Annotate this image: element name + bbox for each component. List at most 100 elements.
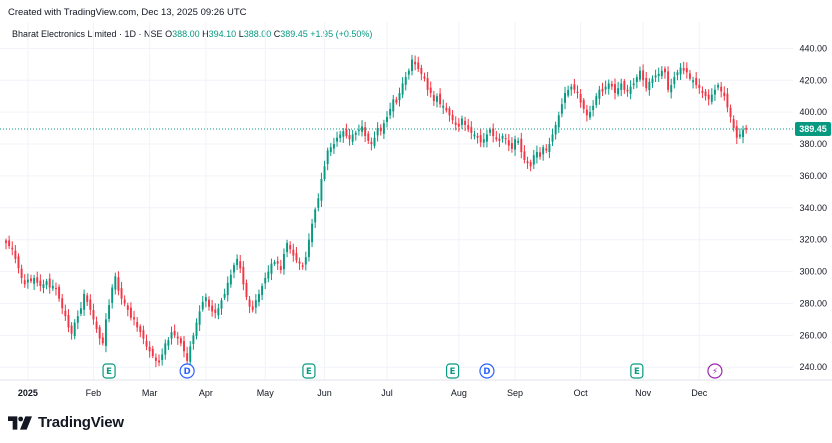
candle-body — [735, 126, 738, 138]
candle-body — [617, 88, 620, 95]
last-price-box — [795, 121, 831, 136]
candle-body — [158, 360, 160, 363]
candle-body — [704, 91, 707, 97]
candle-body — [510, 143, 513, 149]
x-tick-label: Feb — [86, 388, 102, 398]
candle-body — [654, 75, 657, 78]
candle-body — [379, 127, 382, 132]
candle-body — [598, 89, 601, 99]
candle-body — [673, 77, 676, 85]
candle-body — [657, 73, 660, 77]
candle-body — [601, 88, 604, 92]
candle-body — [432, 95, 435, 101]
candle-body — [226, 282, 229, 296]
candle-body — [51, 285, 54, 289]
candle-body — [414, 61, 417, 65]
y-tick-label: 380.00 — [799, 139, 827, 149]
candle-body — [154, 357, 157, 361]
candle-body — [314, 209, 317, 223]
candle-body — [45, 281, 48, 286]
x-tick-label: Nov — [635, 388, 652, 398]
y-tick-label: 360.00 — [799, 171, 827, 181]
candle-body — [14, 250, 17, 259]
candle-body — [720, 86, 723, 92]
earnings-icon — [302, 363, 316, 379]
candle-body — [129, 307, 132, 318]
candle-body — [445, 107, 448, 111]
tradingview-logo[interactable]: TradingView — [8, 414, 124, 431]
x-tick-label: Mar — [142, 388, 158, 398]
candle-body — [607, 83, 610, 89]
event-marker-earnings[interactable]: E — [630, 363, 644, 379]
event-marker-dividend[interactable]: D — [479, 363, 495, 379]
grid-lines — [0, 22, 793, 380]
candle-body — [545, 148, 548, 151]
candle-body — [411, 59, 413, 71]
candle-body — [404, 77, 407, 85]
candle-body — [211, 305, 214, 312]
candle-body — [392, 99, 395, 112]
candle-body — [151, 348, 154, 357]
candle-body — [73, 322, 76, 337]
y-tick-label: 280.00 — [799, 298, 827, 308]
candle-body — [201, 301, 204, 310]
candle-body — [55, 287, 57, 290]
candle-body — [354, 132, 357, 135]
high-value: 394.10 — [208, 29, 237, 39]
event-marker-earnings[interactable]: E — [302, 363, 316, 379]
candle-body — [42, 284, 45, 288]
event-marker-earnings[interactable]: E — [102, 363, 116, 379]
candle-body — [551, 134, 554, 142]
candle-body — [26, 279, 29, 283]
candle-body — [257, 293, 260, 303]
candle-body — [217, 308, 220, 316]
price-axis[interactable]: 240.00 260.00 280.00 300.00 320.00 340.00 360.… — [799, 43, 827, 372]
candle-body — [729, 107, 732, 117]
split-icon — [707, 363, 723, 379]
candle-body — [436, 96, 438, 102]
candle-body — [382, 123, 385, 134]
candle-body — [660, 70, 663, 77]
candle-body — [567, 89, 570, 96]
candle-body — [726, 93, 729, 108]
event-markers: E D E E D E ⚡ — [102, 363, 723, 379]
event-marker-dividend[interactable]: D — [179, 363, 195, 379]
event-marker-earnings[interactable]: E — [445, 363, 460, 379]
candle-body — [507, 140, 510, 146]
candle-body — [98, 327, 101, 339]
candle-body — [186, 353, 189, 361]
candle-body — [604, 86, 607, 90]
candle-body — [642, 70, 645, 81]
candle-body — [485, 134, 488, 142]
time-axis[interactable]: 2025 Feb Mar Apr May Jun Jul Aug Sep Oct Nov Dec — [18, 388, 708, 398]
candle-body — [101, 337, 104, 344]
candle-body — [614, 84, 616, 94]
candle-body — [682, 68, 685, 71]
candle-body — [92, 310, 95, 320]
candle-body — [548, 144, 551, 152]
candle-body — [167, 340, 170, 346]
candle-body — [460, 118, 463, 125]
candle-body — [170, 332, 173, 339]
candle-body — [679, 67, 682, 75]
event-marker-split[interactable]: ⚡ — [707, 363, 723, 379]
candle-body — [311, 223, 314, 243]
candle-body — [389, 108, 392, 116]
candle-body — [620, 83, 623, 90]
candle-body — [732, 119, 735, 129]
candle-body — [695, 77, 698, 86]
candle-body — [492, 128, 495, 137]
candle-body — [629, 86, 632, 94]
candle-body — [89, 299, 92, 310]
candle-body — [464, 120, 467, 125]
earnings-icon — [102, 363, 116, 379]
candle-body — [592, 105, 595, 111]
candle-body — [289, 245, 292, 250]
symbol-title[interactable]: Bharat Electronics Limited · 1D · NSE — [12, 29, 163, 39]
candle-body — [111, 287, 114, 303]
candle-body — [145, 340, 148, 347]
candle-body — [742, 129, 744, 138]
candle-body — [242, 266, 245, 285]
candle-body — [261, 285, 264, 296]
